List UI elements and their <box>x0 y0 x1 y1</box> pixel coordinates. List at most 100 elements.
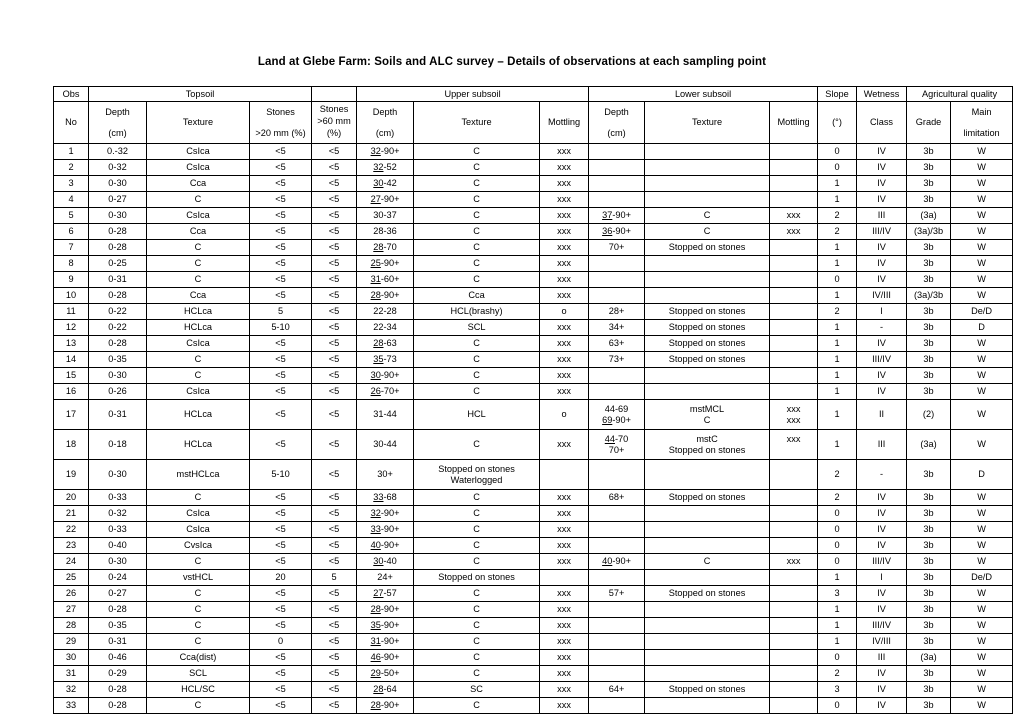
cell-topsoil-stones60: <5 <box>311 537 358 554</box>
cell-topsoil-stones60: <5 <box>311 429 358 460</box>
cell-upper-mottling: o <box>539 303 590 320</box>
cell-lower-texture: C <box>644 223 771 240</box>
cell-lower-texture: Stopped on stones <box>644 303 771 320</box>
cell-lower-texture: Stopped on stones <box>644 335 771 352</box>
cell-grade: 3b <box>906 335 952 352</box>
cell-topsoil-texture: HCLca <box>146 399 250 430</box>
cell-wetness-class: III <box>856 649 908 666</box>
cell-upper-mottling: xxx <box>539 537 590 554</box>
cell-upper-mottling: xxx <box>539 383 590 400</box>
cell-topsoil-stones20: <5 <box>248 367 313 384</box>
subheader-upper-depth: Depth (cm) <box>356 101 415 144</box>
subheader-wetness-class-label: Class <box>870 117 894 128</box>
cell-slope: 1 <box>817 335 858 352</box>
cell-slope: 2 <box>817 223 858 240</box>
subheader-topsoil-stones20-label: Stones <box>266 106 295 117</box>
cell-topsoil-stones60: <5 <box>311 271 358 288</box>
cell-slope: 1 <box>817 191 858 208</box>
cell-obs-no: 28 <box>53 617 89 634</box>
observations-table: Obs Topsoil Upper subsoil Lower subsoil … <box>53 86 1014 714</box>
cell-slope: 0 <box>817 537 858 554</box>
cell-obs-no: 26 <box>53 585 89 602</box>
cell-lower-texture <box>644 287 771 304</box>
cell-upper-depth: 22-28 <box>356 303 415 320</box>
cell-upper-depth: 35-90+ <box>356 617 415 634</box>
cell-grade: 3b <box>906 383 952 400</box>
cell-grade: 3b <box>906 367 952 384</box>
cell-topsoil-texture: CsIca <box>146 521 250 538</box>
cell-main-limitation: W <box>950 383 1014 400</box>
cell-topsoil-stones20: <5 <box>248 287 313 304</box>
subheader-topsoil-stones20: Stones >20 mm (%) <box>248 101 313 144</box>
cell-topsoil-texture: HCLca <box>146 429 250 460</box>
cell-upper-depth: 32-90+ <box>356 143 415 160</box>
cell-topsoil-stones60: <5 <box>311 335 358 352</box>
cell-upper-texture: HCL <box>413 399 541 430</box>
cell-topsoil-depth: 0-30 <box>88 207 147 224</box>
cell-upper-texture: Cca <box>413 287 541 304</box>
subheader-topsoil-stones60: Stones >60 mm (%) <box>311 101 358 144</box>
header-upper-subsoil: Upper subsoil <box>356 86 590 102</box>
cell-obs-no: 6 <box>53 223 89 240</box>
cell-topsoil-stones60: <5 <box>311 665 358 682</box>
cell-upper-mottling: xxx <box>539 649 590 666</box>
cell-topsoil-stones60: <5 <box>311 159 358 176</box>
cell-topsoil-stones20: <5 <box>248 223 313 240</box>
subheader-topsoil-stones60-label: Stones <box>319 104 349 115</box>
cell-wetness-class: III <box>856 429 908 460</box>
cell-main-limitation: W <box>950 585 1014 602</box>
cell-lower-depth: 70+ <box>588 239 646 256</box>
cell-topsoil-stones60: <5 <box>311 383 358 400</box>
cell-lower-depth: 37-90+ <box>588 207 646 224</box>
cell-topsoil-depth: 0-32 <box>88 505 147 522</box>
cell-lower-depth: 73+ <box>588 351 646 368</box>
cell-upper-mottling: xxx <box>539 585 590 602</box>
cell-topsoil-stones20: 0 <box>248 633 313 650</box>
cell-grade: 3b <box>906 175 952 192</box>
cell-upper-mottling: xxx <box>539 207 590 224</box>
table-row: 19 0-30 mstHCLca 5-10 <5 30+ Stopped on stones… <box>53 459 1014 490</box>
cell-upper-texture: C <box>413 143 541 160</box>
cell-lower-depth: 44-70 70+ <box>588 429 646 460</box>
cell-grade: 3b <box>906 303 952 320</box>
subheader-upper-texture: Texture <box>413 101 541 144</box>
cell-topsoil-stones60: <5 <box>311 191 358 208</box>
cell-grade: 3b <box>906 601 952 618</box>
cell-topsoil-stones20: <5 <box>248 665 313 682</box>
cell-lower-depth <box>588 617 646 634</box>
cell-obs-no: 20 <box>53 489 89 506</box>
cell-slope: 0 <box>817 143 858 160</box>
table-row: 17 0-31 HCLca <5 <5 31-44 HCL o 44-69 69-90+ mstMC… <box>53 399 1014 430</box>
cell-topsoil-depth: 0-31 <box>88 633 147 650</box>
cell-main-limitation: W <box>950 335 1014 352</box>
cell-slope: 1 <box>817 429 858 460</box>
cell-lower-texture <box>644 697 771 714</box>
cell-wetness-class: IV <box>856 505 908 522</box>
cell-upper-mottling: xxx <box>539 287 590 304</box>
cell-topsoil-depth: 0-26 <box>88 383 147 400</box>
cell-upper-depth: 29-50+ <box>356 665 415 682</box>
cell-upper-mottling: xxx <box>539 681 590 698</box>
cell-slope: 1 <box>817 569 858 586</box>
cell-grade: 3b <box>906 255 952 272</box>
cell-lower-mottling <box>769 239 819 256</box>
cell-slope: 0 <box>817 649 858 666</box>
cell-topsoil-texture: C <box>146 255 250 272</box>
subheader-topsoil-stones60-unit: (%) <box>326 127 342 138</box>
cell-lower-texture <box>644 601 771 618</box>
cell-wetness-class: IV <box>856 175 908 192</box>
cell-lower-depth <box>588 143 646 160</box>
cell-upper-mottling: xxx <box>539 617 590 634</box>
cell-upper-depth: 27-57 <box>356 585 415 602</box>
cell-lower-texture <box>644 255 771 272</box>
cell-topsoil-stones60: <5 <box>311 617 358 634</box>
cell-topsoil-texture: C <box>146 367 250 384</box>
cell-upper-mottling <box>539 459 590 490</box>
cell-upper-texture: C <box>413 239 541 256</box>
cell-topsoil-stones60: <5 <box>311 505 358 522</box>
